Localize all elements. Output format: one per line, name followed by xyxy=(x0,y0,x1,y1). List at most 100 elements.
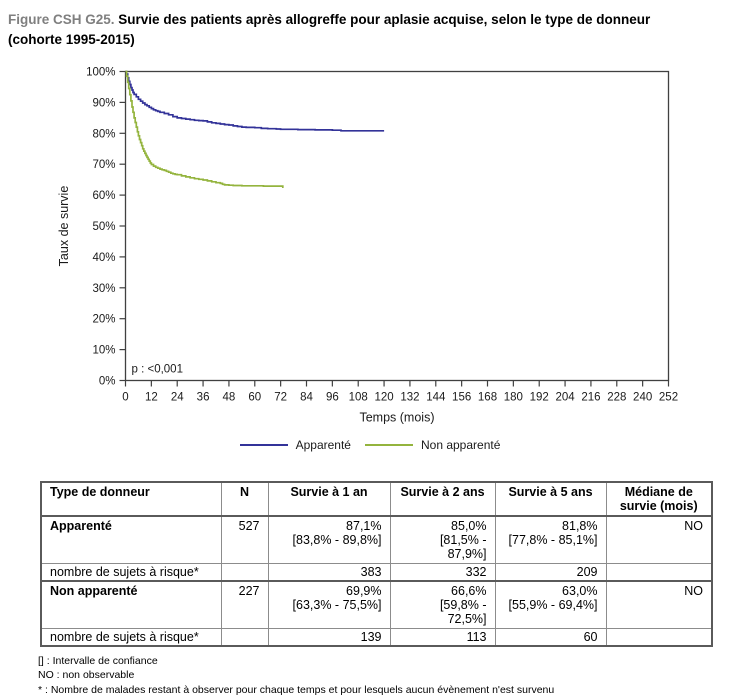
table-cell: 81,8% [77,8% - 85,1%] xyxy=(494,514,607,564)
figure-caption: Survie des patients après allogreffe pou… xyxy=(8,12,651,48)
x-tick-label: 240 xyxy=(633,391,652,403)
cell-value: Non apparenté xyxy=(50,583,138,598)
p-value-annotation: p : <0,001 xyxy=(132,363,183,375)
plot-border xyxy=(124,70,670,381)
table-cell: 332 xyxy=(389,562,496,581)
legend-label: Apparenté xyxy=(295,437,351,452)
x-tick-label: 60 xyxy=(248,391,261,403)
x-tick-label: 252 xyxy=(659,391,678,403)
table-cell xyxy=(605,627,713,646)
table-cell: Apparenté xyxy=(40,514,222,564)
y-tick-label: 0% xyxy=(99,375,116,387)
y-tick-label: 10% xyxy=(92,344,115,356)
table-cell: 85,0% [81,5% - 87,9%] xyxy=(389,514,496,564)
cell-value: 527 xyxy=(238,518,260,533)
footnote-line: NO : non observable xyxy=(38,669,135,682)
footnote-line: [] : Intervalle de confiance xyxy=(38,654,158,667)
cell-value: 383 xyxy=(360,564,382,579)
table-cell: 139 xyxy=(267,627,391,646)
table-cell xyxy=(220,627,269,646)
x-tick-label: 216 xyxy=(581,391,600,403)
x-tick-label: 48 xyxy=(223,391,236,403)
cell-value: 63,0% xyxy=(562,583,598,598)
table-cell: NO xyxy=(605,579,713,629)
x-tick-label: 36 xyxy=(197,391,210,403)
cell-value: nombre de sujets à risque* xyxy=(50,629,199,644)
y-tick-label: 100% xyxy=(86,66,115,78)
table-cell: 66,6% [59,8% - 72,5%] xyxy=(389,579,496,629)
table-cell: 69,9% [63,3% - 75,5%] xyxy=(267,579,391,629)
survival-chart: 0% 10% 20% 30% 40% 50% 60% 70% 80% 90% 100% 0 12 24 36… xyxy=(0,55,740,454)
legend-label: Non apparenté xyxy=(420,437,501,452)
footnote-line: * : Nombre de malades restant à observer… xyxy=(38,683,555,696)
cell-value: 66,6% xyxy=(451,583,487,598)
table-row: Non apparenté 227 69,9% [63,3% - 75,5%] 66,6… xyxy=(40,579,713,629)
table-cell: 527 xyxy=(220,514,269,564)
cell-value: 332 xyxy=(465,564,487,579)
column-header: Survie à 5 ans xyxy=(494,481,607,517)
legend-line-swatch xyxy=(239,443,288,446)
table-cell: 87,1% [83,8% - 89,8%] xyxy=(267,514,391,564)
survival-curve-apparent- xyxy=(125,70,385,132)
table-cell: 60 xyxy=(494,627,607,646)
x-axis-title: Temps (mois) xyxy=(359,410,434,424)
table-header-row: Type de donneur N Survie à 1 an Survie à 2 … xyxy=(40,481,713,517)
y-tick-label: 20% xyxy=(92,313,115,325)
x-tick-label: 0 xyxy=(122,391,128,403)
chart-legend: Apparenté Non apparenté xyxy=(0,436,740,454)
y-tick-label: 80% xyxy=(92,128,115,140)
cell-value: 227 xyxy=(238,583,260,598)
table-cell: nombre de sujets à risque* xyxy=(40,627,222,646)
table-cell: 227 xyxy=(220,579,269,629)
table-cell xyxy=(220,562,269,581)
x-tick-label: 204 xyxy=(555,391,575,403)
table-cell: 113 xyxy=(389,627,496,646)
confidence-interval: [83,8% - 89,8%] xyxy=(292,532,382,547)
table-cell: Non apparenté xyxy=(40,579,222,629)
table-row: nombre de sujets à risque* 139 113 60 xyxy=(40,627,713,646)
confidence-interval: [81,5% - 87,9%] xyxy=(439,532,487,561)
table-row: Apparenté 527 87,1% [83,8% - 89,8%] 85,0% [81… xyxy=(40,514,713,564)
confidence-interval: [55,9% - 69,4%] xyxy=(508,597,598,612)
table-cell: NO xyxy=(605,514,713,564)
legend-line-swatch xyxy=(364,443,413,446)
x-tick-label: 228 xyxy=(607,391,626,403)
figure-title: Figure CSH G25. Survie des patients aprè… xyxy=(0,0,712,51)
column-header: Type de donneur xyxy=(40,481,222,517)
x-tick-label: 180 xyxy=(504,391,523,403)
survival-table-head: Type de donneur N Survie à 1 an Survie à 2 … xyxy=(40,481,713,517)
legend-item: Apparenté xyxy=(239,437,351,452)
cell-value: nombre de sujets à risque* xyxy=(50,564,199,579)
x-tick-label: 168 xyxy=(478,391,497,403)
x-tick-label: 24 xyxy=(171,391,184,403)
x-tick-label: 108 xyxy=(349,391,368,403)
cell-value: 60 xyxy=(583,629,598,644)
table-row: nombre de sujets à risque* 383 332 209 xyxy=(40,562,713,581)
kaplan-meier-plot: 0% 10% 20% 30% 40% 50% 60% 70% 80% 90% 100% 0 12 24 36… xyxy=(57,66,678,424)
table-cell: nombre de sujets à risque* xyxy=(40,562,222,581)
confidence-interval: [63,3% - 75,5%] xyxy=(292,597,382,612)
column-header: Survie à 1 an xyxy=(267,481,391,517)
column-header: Médiane de survie (mois) xyxy=(605,481,713,517)
cell-value: Apparenté xyxy=(50,518,112,533)
table-cell: 209 xyxy=(494,562,607,581)
y-tick-label: 60% xyxy=(92,190,115,202)
x-tick-label: 156 xyxy=(452,391,471,403)
cell-value: 139 xyxy=(360,629,382,644)
cell-value: NO xyxy=(684,583,703,598)
legend-item: Non apparenté xyxy=(364,437,501,452)
cell-value: NO xyxy=(684,518,703,533)
x-tick-label: 96 xyxy=(326,391,339,403)
x-tick-label: 144 xyxy=(426,391,446,403)
x-tick-label: 72 xyxy=(274,391,287,403)
cell-value: 69,9% xyxy=(346,583,382,598)
x-tick-label: 12 xyxy=(145,391,158,403)
survival-table-body: Apparenté 527 87,1% [83,8% - 89,8%] 85,0% [81… xyxy=(40,514,713,646)
cell-value: 113 xyxy=(466,629,487,644)
x-tick-label: 84 xyxy=(300,391,313,403)
cell-value: 87,1% xyxy=(346,518,382,533)
confidence-interval: [77,8% - 85,1%] xyxy=(508,532,598,547)
survival-table: Type de donneur N Survie à 1 an Survie à 2 … xyxy=(40,480,713,647)
y-axis-title: Taux de survie xyxy=(57,185,71,266)
